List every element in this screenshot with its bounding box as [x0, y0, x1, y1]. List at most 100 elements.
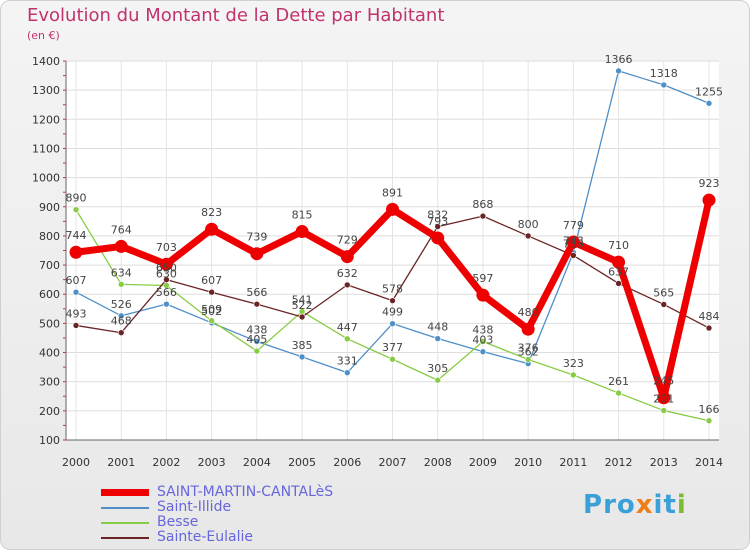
series-point-3 — [343, 281, 351, 289]
series — [69, 67, 716, 425]
y-tick-label: 200 — [39, 405, 60, 418]
x-tick-label: 2009 — [469, 456, 497, 469]
data-label-2: 890 — [66, 192, 87, 205]
legend: SAINT-MARTIN-CANTALèS Saint-Illide Besse Sa… — [101, 484, 401, 545]
series-point-2 — [660, 407, 668, 414]
x-tick-label: 2010 — [514, 456, 542, 469]
x-tick-label: 2006 — [333, 456, 361, 469]
logo-letter: o — [616, 490, 636, 520]
logo-letter: r — [603, 490, 617, 520]
series-point-3 — [298, 313, 306, 321]
chart-subtitle: (en €) — [27, 29, 60, 42]
legend-swatch — [101, 522, 149, 524]
y-tick-label: 600 — [39, 288, 60, 301]
series-point-3 — [253, 300, 261, 308]
y-tick-label: 1100 — [32, 142, 60, 155]
series-point-0 — [205, 222, 219, 236]
data-label-1: 499 — [382, 306, 403, 319]
y-tick-label: 900 — [39, 201, 60, 214]
legend-item: Sainte-Eulalie — [101, 529, 401, 545]
series-point-2 — [434, 376, 442, 384]
data-label-1: 448 — [427, 321, 448, 334]
data-label-0: 597 — [472, 272, 493, 285]
chart-title: Evolution du Montant de la Dette par Hab… — [27, 5, 445, 26]
data-label-3: 565 — [653, 286, 674, 299]
series-point-3 — [479, 212, 487, 220]
x-tick-label: 2013 — [650, 456, 678, 469]
logo-letter: i — [676, 490, 687, 520]
x-tick-label: 2012 — [605, 456, 633, 469]
series-point-1 — [705, 99, 713, 107]
series-point-2 — [524, 356, 532, 363]
y-tick-label: 1200 — [32, 113, 60, 126]
data-label-0: 739 — [246, 231, 267, 244]
data-label-3: 566 — [246, 286, 267, 299]
series-point-0 — [702, 193, 716, 207]
data-label-3: 637 — [608, 265, 629, 278]
series-point-2 — [117, 281, 125, 288]
logo-letter: t — [663, 490, 677, 520]
series-point-2 — [72, 206, 80, 213]
x-tick-label: 2011 — [559, 456, 587, 469]
series-point-3 — [117, 329, 125, 337]
series-point-0 — [250, 247, 264, 261]
data-label-1: 362 — [518, 346, 539, 359]
data-label-0: 245 — [653, 375, 674, 388]
grid — [66, 60, 719, 441]
series-point-3 — [208, 288, 215, 296]
series-point-0 — [69, 245, 83, 259]
legend-label: Besse — [157, 514, 199, 530]
legend-swatch — [101, 489, 149, 496]
legend-swatch — [101, 507, 149, 509]
data-label-3: 578 — [382, 283, 403, 296]
series-point-0 — [612, 255, 626, 269]
series-point-3 — [434, 223, 442, 230]
y-tick-label: 100 — [39, 434, 60, 447]
series-point-1 — [253, 338, 261, 345]
series-point-2 — [615, 389, 622, 397]
x-tick-label: 2000 — [62, 456, 90, 469]
legend-item: Besse — [101, 514, 401, 530]
legend-label: Sainte-Eulalie — [157, 529, 253, 545]
data-label-3: 868 — [472, 198, 493, 211]
data-label-0: 815 — [292, 209, 313, 222]
data-label-2: 438 — [472, 323, 493, 336]
series-point-2 — [343, 335, 351, 343]
logo-letter: i — [653, 490, 664, 520]
data-label-1: 502 — [201, 305, 222, 318]
data-label-0: 793 — [427, 215, 448, 228]
data-label-3: 607 — [201, 274, 222, 287]
series-point-3 — [570, 252, 577, 259]
data-label-1: 1255 — [695, 85, 723, 98]
series-point-0 — [657, 391, 671, 405]
data-label-2: 166 — [699, 403, 720, 416]
data-label-2: 509 — [201, 303, 222, 316]
data-label-2: 261 — [608, 375, 629, 388]
data-label-0: 480 — [518, 306, 539, 319]
data-label-0: 923 — [699, 177, 720, 190]
y-tick-label: 400 — [39, 347, 60, 360]
data-label-0: 703 — [156, 241, 177, 254]
series-point-3 — [660, 301, 668, 308]
data-label-1: 331 — [337, 355, 358, 368]
data-label-2: 630 — [156, 267, 177, 280]
data-label-3: 632 — [337, 267, 358, 280]
series-point-3 — [705, 324, 713, 332]
data-label-0: 744 — [66, 229, 87, 242]
series-point-0 — [386, 202, 399, 216]
y-tick-label: 800 — [39, 230, 60, 243]
series-point-2 — [705, 417, 713, 425]
series-point-3 — [389, 297, 396, 304]
data-label-2: 634 — [111, 266, 132, 279]
data-label-3: 733 — [563, 237, 584, 250]
x-tick-label: 2001 — [107, 456, 135, 469]
series-point-3 — [163, 276, 170, 283]
data-labels: 607 526 566 502 438 385 331 499 448 403 362 743 1366… — [66, 53, 724, 416]
series-point-0 — [340, 250, 354, 264]
data-label-1: 385 — [292, 339, 313, 352]
y-tick-label: 300 — [39, 376, 60, 389]
series-point-2 — [208, 317, 215, 325]
series-point-2 — [253, 347, 261, 355]
series-point-3 — [615, 280, 622, 287]
data-label-3: 484 — [699, 310, 720, 323]
